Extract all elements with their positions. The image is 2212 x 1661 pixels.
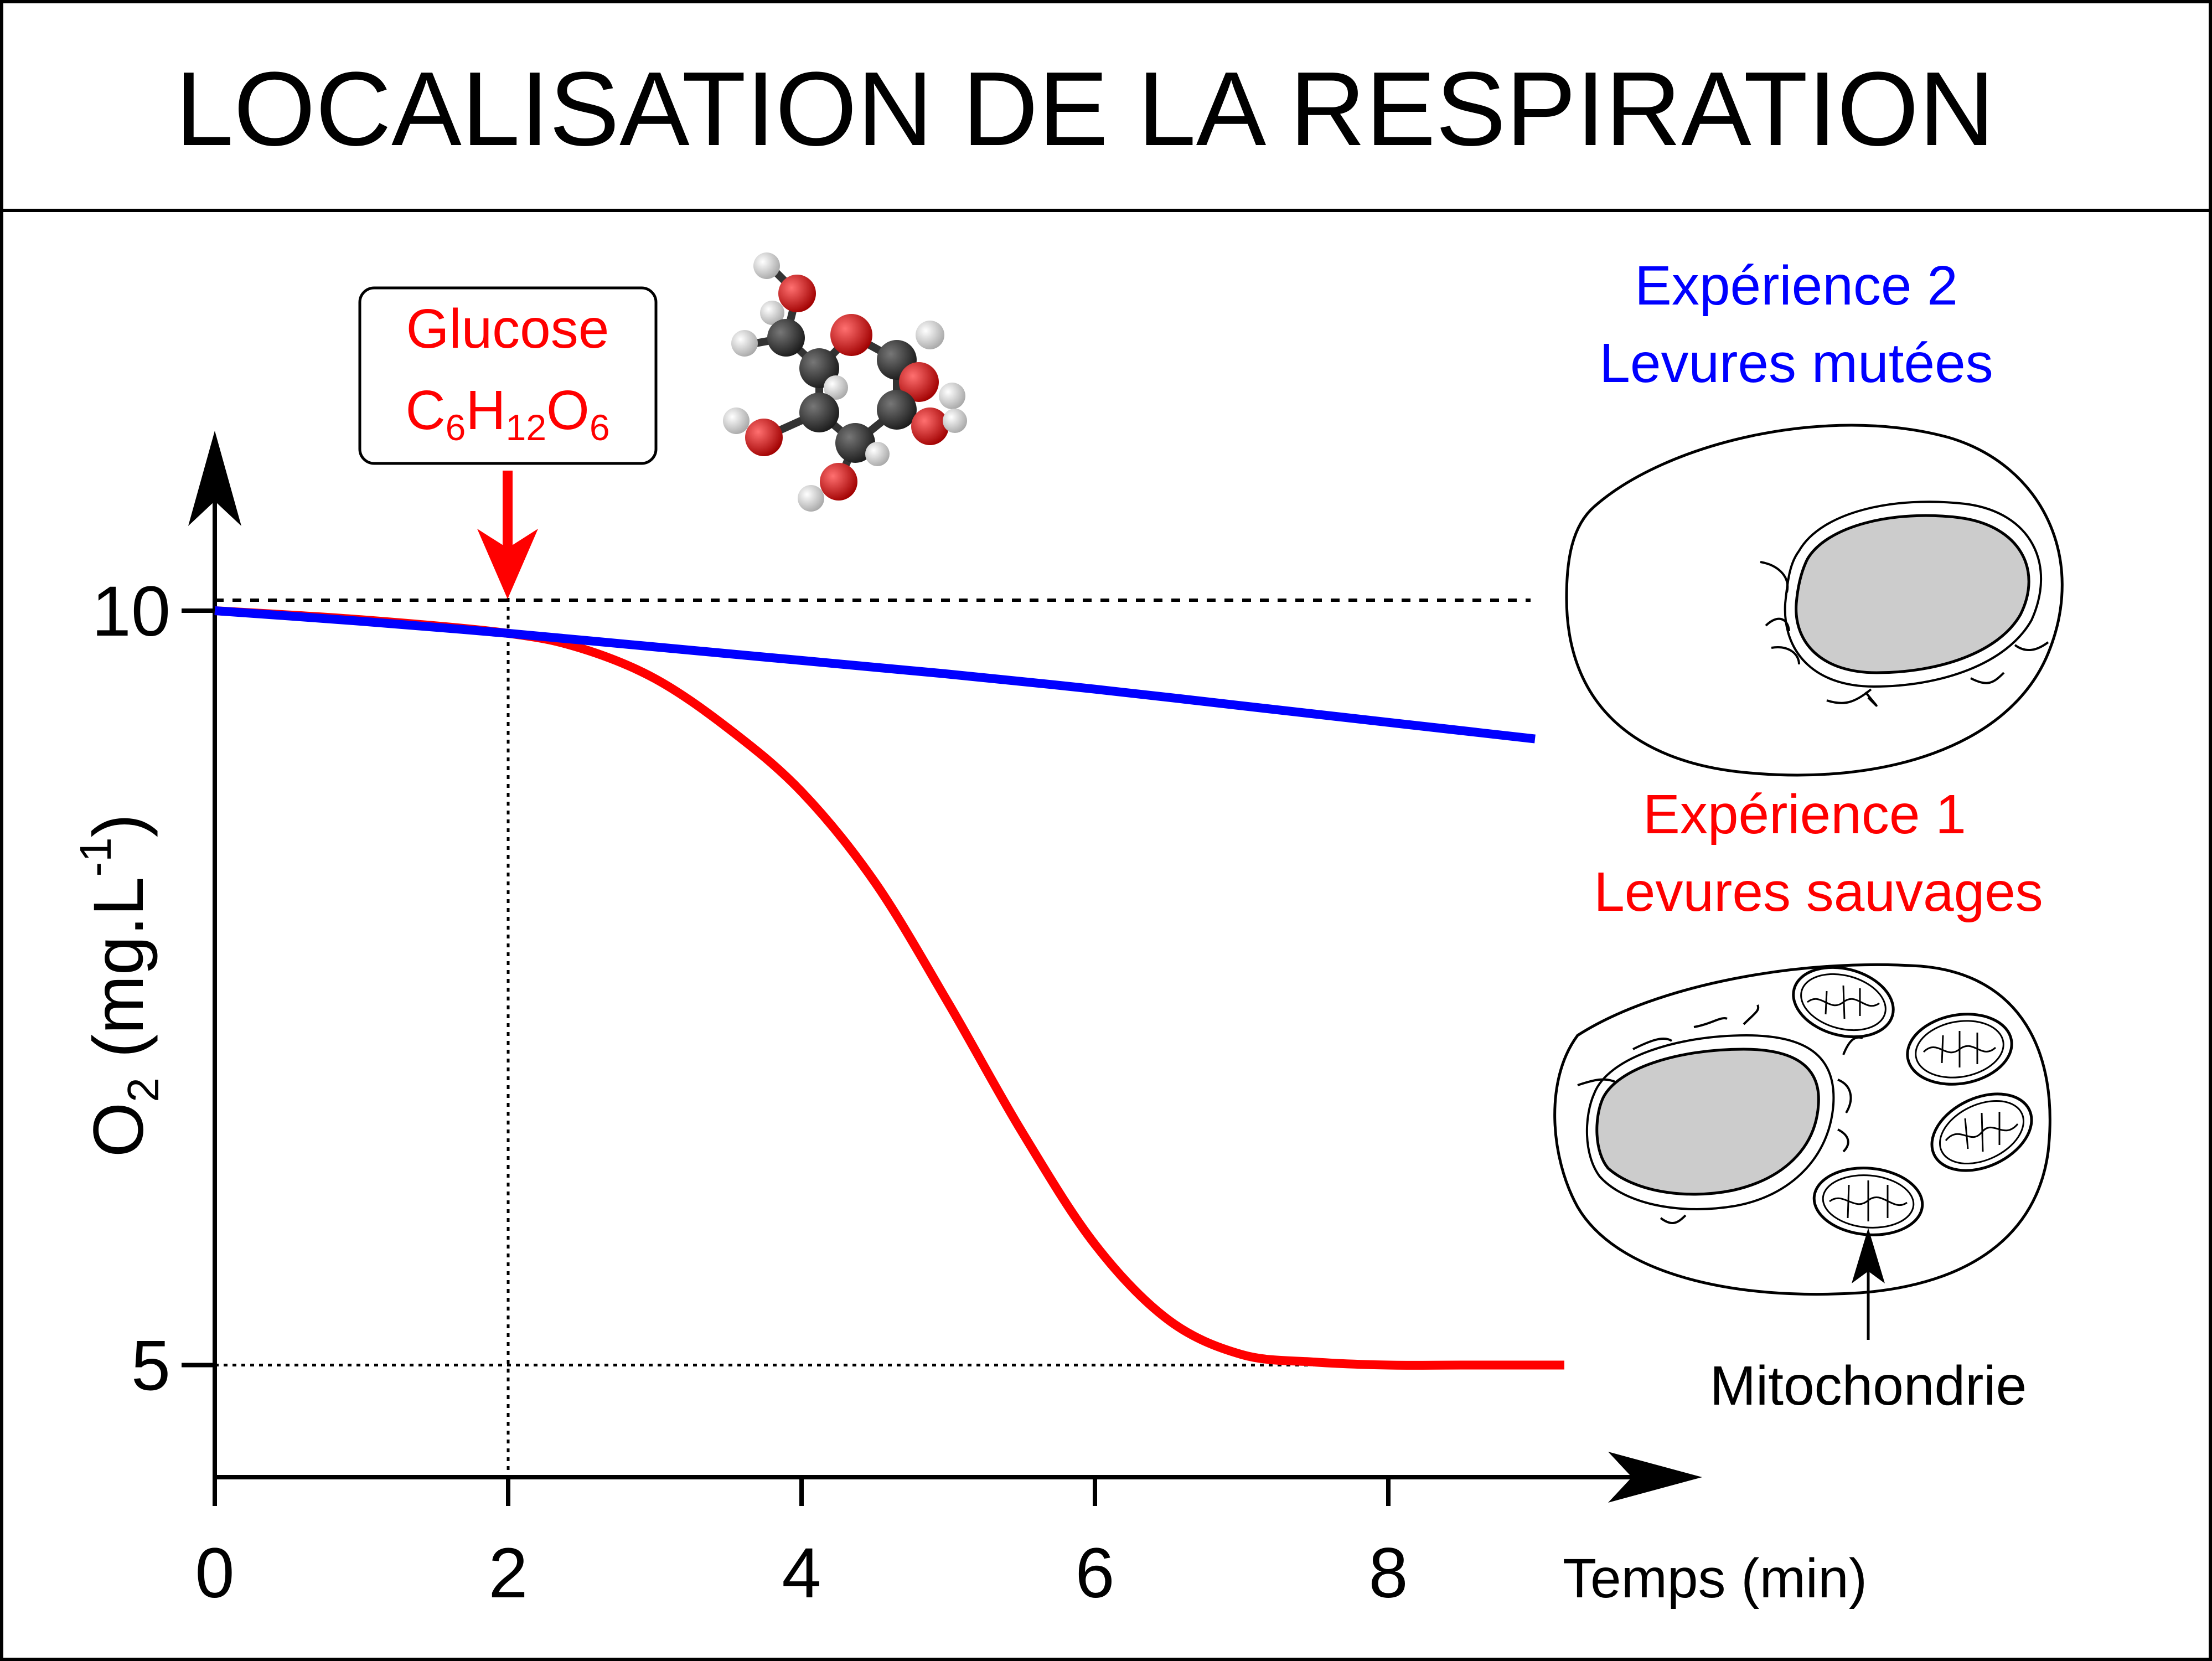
x-axis-arrowhead (1608, 1452, 1702, 1503)
x-tick-label: 8 (1368, 1534, 1408, 1613)
x-tick-label: 2 (488, 1534, 528, 1613)
mitochondrion-icon (1812, 1167, 1924, 1236)
legend-exp2-line1: Expérience 2 (1635, 255, 1958, 317)
y-axis-label-main: O (79, 1102, 158, 1158)
legend-exp1-line2: Levures sauvages (1594, 861, 2043, 923)
x-tick-label: 0 (195, 1534, 234, 1613)
y-tick-label: 10 (92, 572, 170, 651)
y-axis-label-unit: (mg.L (79, 876, 158, 1077)
y-axis-label-sub: 2 (118, 1077, 168, 1102)
y-axis (188, 431, 241, 1484)
series-line-mutant-yeast (214, 606, 1536, 744)
x-tick-label: 6 (1075, 1534, 1114, 1613)
y-axis-label-close: ) (79, 814, 158, 838)
mitochondria-pointer-arrow (1852, 1228, 1885, 1340)
mitochondrion-icon (1930, 1092, 2033, 1172)
x-axis (213, 1452, 1702, 1503)
mitochondrion-icon (1906, 1013, 2013, 1086)
mitochondria-label: Mitochondrie (1710, 1355, 2027, 1417)
legend-exp2-line2: Levures mutées (1599, 332, 1993, 394)
glucose-label: Glucose (406, 298, 609, 360)
glucose-box (358, 286, 658, 465)
y-axis-label: O2 (mg.L-1) (71, 814, 168, 1158)
glucose-arrow (477, 471, 538, 599)
y-axis-label-sup: -1 (71, 837, 120, 876)
x-ticks: 0 2 4 6 8 (195, 1477, 1408, 1613)
mitochondrion-icon (1792, 966, 1895, 1039)
x-tick-label: 4 (782, 1534, 821, 1613)
yeast-cell-mutant-icon (1565, 424, 2064, 777)
chart-title: LOCALISATION DE LA RESPIRATION (175, 50, 1994, 168)
y-tick-label: 5 (131, 1327, 170, 1406)
y-ticks: 5 10 (92, 572, 215, 1406)
glucose-formula: C6H12O6 (405, 379, 609, 448)
y-axis-arrowhead (188, 431, 241, 526)
glucose-molecule-icon (723, 252, 967, 512)
x-axis-label: Temps (min) (1563, 1547, 1867, 1610)
legend-exp1-line1: Expérience 1 (1643, 783, 1966, 845)
yeast-cell-wild-icon (1553, 963, 2051, 1296)
